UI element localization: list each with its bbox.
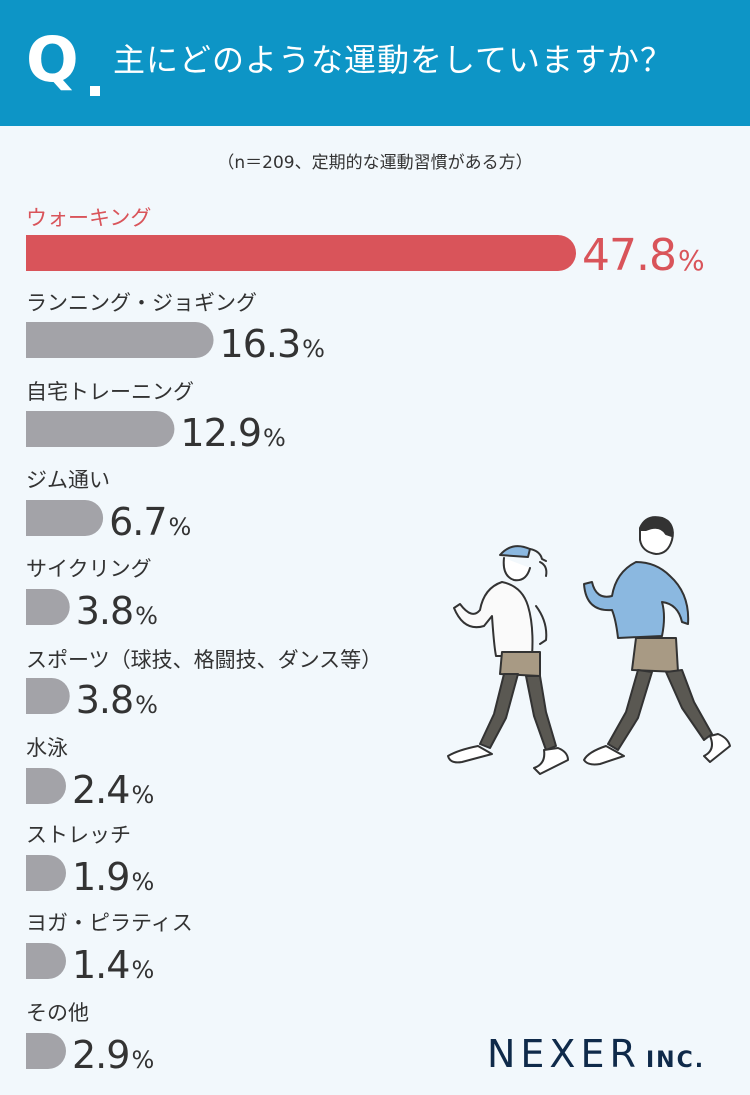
value-label: 1.4% (72, 943, 154, 987)
walking-people-illustration (447, 516, 731, 775)
q-mark: Q (26, 23, 79, 96)
value-label: 6.7% (109, 500, 191, 544)
category-label: ジム通い (26, 468, 110, 492)
bar (26, 855, 66, 891)
logo-suffix: INC. (645, 1048, 706, 1073)
category-label: 水泳 (26, 736, 68, 760)
category-label: スポーツ（球技、格闘技、ダンス等） (26, 648, 382, 672)
bar (26, 1033, 66, 1069)
value-label: 3.8% (76, 589, 158, 633)
question-header: Q 主にどのような運動をしていますか？ (0, 0, 750, 126)
category-label: サイクリング (26, 557, 152, 581)
bar (26, 235, 576, 271)
sample-note: （n＝209、定期的な運動習慣がある方） (217, 153, 533, 173)
value-label: 16.3% (220, 322, 325, 366)
bar (26, 678, 70, 714)
bar (26, 589, 70, 625)
category-label: ストレッチ (26, 823, 131, 847)
man-figure (583, 516, 731, 766)
value-label: 1.9% (72, 855, 154, 899)
bar (26, 943, 66, 979)
logo-main: NEXER (487, 1032, 641, 1076)
bar (26, 411, 175, 447)
woman-figure (447, 545, 569, 775)
question-title: 主にどのような運動をしていますか？ (113, 41, 674, 79)
category-label: その他 (26, 1001, 89, 1025)
category-label: ウォーキング (26, 206, 151, 230)
nexer-logo: NEXER INC. (487, 1032, 705, 1076)
category-label: ランニング・ジョギング (26, 291, 257, 315)
value-label: 2.9% (72, 1033, 154, 1077)
bar (26, 500, 104, 536)
bar (26, 768, 66, 804)
category-label: ヨガ・ピラティス (26, 911, 193, 935)
value-label: 47.8% (582, 230, 705, 281)
value-label: 3.8% (76, 678, 158, 722)
category-label: 自宅トレーニング (26, 380, 194, 404)
bar (26, 322, 214, 358)
value-label: 2.4% (72, 768, 154, 812)
value-label: 12.9% (180, 411, 285, 455)
q-mark-dot (90, 86, 100, 96)
